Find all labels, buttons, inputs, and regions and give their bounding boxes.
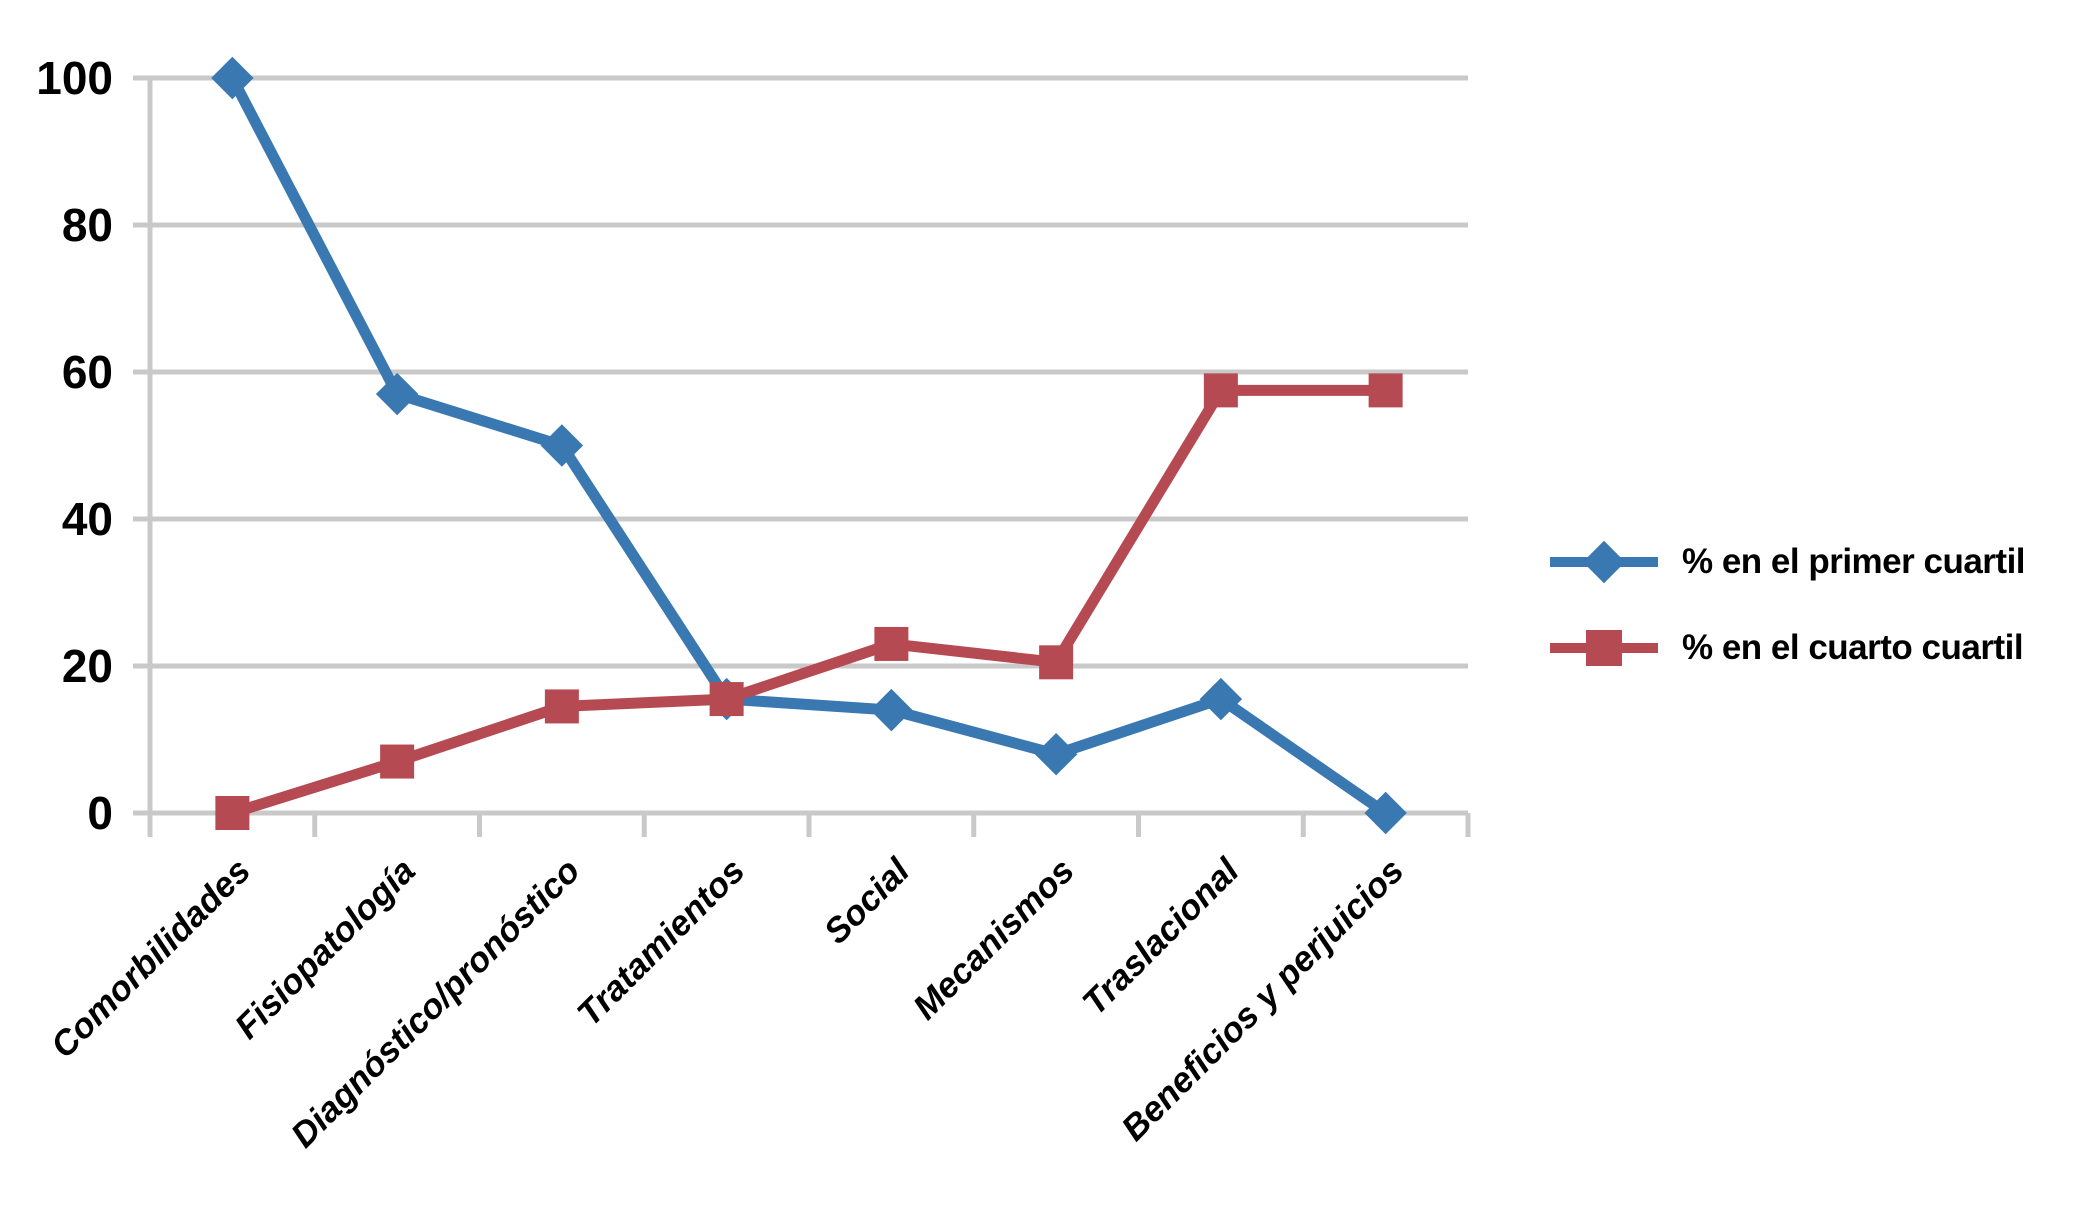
legend-swatch-primer-cuartil (1550, 538, 1658, 586)
legend-item-primer-cuartil: % en el primer cuartil (1550, 538, 2026, 586)
data-point-0-0 (211, 56, 254, 100)
x-category-label-0: Comorbilidades (43, 851, 258, 1066)
diamond-marker-icon (1582, 540, 1626, 584)
x-category-label-6: Traslacional (1075, 850, 1247, 1022)
x-category-label-3: Tratamientos (570, 851, 753, 1034)
data-point-1-4 (874, 626, 909, 661)
data-point-0-6 (1199, 677, 1243, 721)
legend-swatch-cuarto-cuartil (1550, 624, 1658, 672)
legend-label-cuarto-cuartil: % en el cuarto cuartil (1682, 628, 2024, 667)
y-tick-label-60: 60 (62, 346, 113, 398)
y-tick-label-0: 0 (87, 787, 113, 839)
y-tick-label-80: 80 (62, 199, 113, 251)
y-tick-label-40: 40 (62, 493, 113, 545)
data-point-1-7 (1368, 373, 1403, 408)
x-category-label-4: Social (817, 850, 918, 951)
data-point-0-1 (375, 372, 419, 416)
data-point-1-6 (1203, 373, 1238, 408)
data-point-1-2 (544, 689, 579, 724)
square-marker-icon (1586, 630, 1622, 666)
legend: % en el primer cuartil % en el cuarto cu… (1550, 538, 2026, 672)
series-line-1 (226, 384, 1392, 819)
data-point-1-3 (709, 682, 744, 717)
y-tick-label-100: 100 (36, 52, 113, 104)
x-category-label-2: Diagnóstico/pronóstico (284, 851, 588, 1155)
data-point-1-0 (215, 796, 250, 830)
data-point-0-5 (1034, 732, 1078, 776)
data-point-0-4 (870, 688, 913, 732)
x-category-label-7: Beneficios y perjuicios (1114, 851, 1411, 1148)
legend-label-primer-cuartil: % en el primer cuartil (1682, 542, 2026, 581)
series-line-0 (226, 72, 1392, 819)
y-tick-label-20: 20 (62, 640, 113, 692)
x-category-label-5: Mecanismos (906, 851, 1082, 1027)
data-point-0-7 (1364, 791, 1407, 835)
data-point-1-1 (380, 744, 415, 779)
data-point-1-5 (1039, 645, 1074, 680)
legend-item-cuarto-cuartil: % en el cuarto cuartil (1550, 624, 2025, 672)
